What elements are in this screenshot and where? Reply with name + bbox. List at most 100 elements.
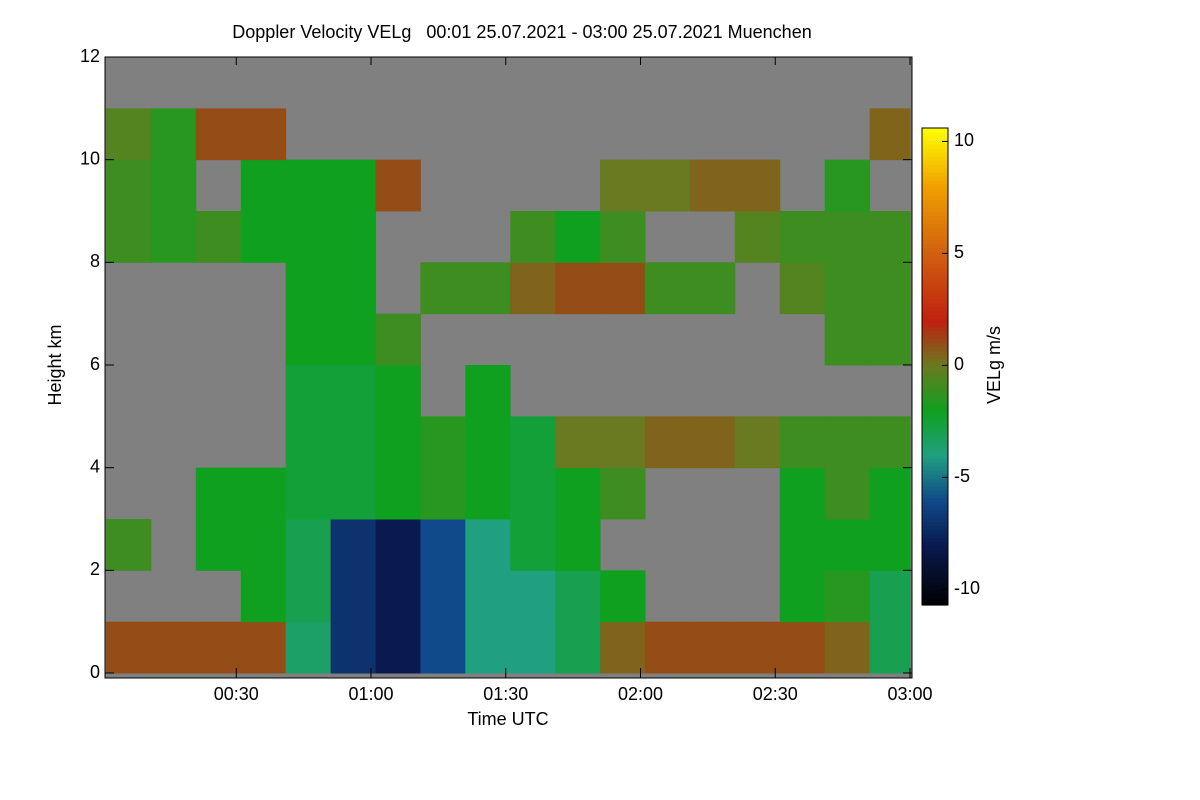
heat-cell xyxy=(824,262,871,315)
colorbar-step xyxy=(922,426,948,431)
heat-cell xyxy=(420,262,466,315)
heat-cell xyxy=(600,621,646,674)
heat-cell xyxy=(824,313,871,366)
colorbar-step xyxy=(922,287,948,292)
heat-cell xyxy=(285,313,332,366)
heat-cell xyxy=(869,519,911,571)
colorbar-step xyxy=(922,481,948,487)
heat-cell xyxy=(555,262,601,315)
colorbar-step xyxy=(922,593,948,598)
heat-cell xyxy=(285,621,332,674)
x-tick-label: 01:00 xyxy=(348,684,393,704)
colorbar-step xyxy=(922,322,948,328)
colorbar-step xyxy=(922,446,948,451)
colorbar-step xyxy=(922,521,948,527)
y-tick-label: 2 xyxy=(90,559,100,579)
heat-cell xyxy=(465,519,511,571)
colorbar-step xyxy=(922,461,948,467)
colorbar-step xyxy=(922,294,948,300)
colorbar-step xyxy=(922,203,948,209)
heat-cell xyxy=(465,262,511,315)
heat-cell xyxy=(555,621,601,674)
colorbar-step xyxy=(922,366,948,372)
heat-cell xyxy=(106,519,152,571)
colorbar-step xyxy=(922,310,948,316)
heat-cell xyxy=(779,570,826,623)
colorbar-step xyxy=(922,497,948,503)
heat-cell xyxy=(824,621,871,674)
heat-cell xyxy=(734,621,781,674)
heat-cell xyxy=(285,570,332,623)
colorbar-tick-label: 10 xyxy=(954,130,974,150)
colorbar-step xyxy=(922,334,948,340)
colorbar-step xyxy=(922,171,948,177)
colorbar-step xyxy=(922,370,948,376)
heat-cell xyxy=(869,313,911,366)
colorbar-step xyxy=(922,465,948,471)
heat-cell xyxy=(644,262,691,315)
colorbar-step xyxy=(922,155,948,161)
colorbar-step xyxy=(922,410,948,415)
colorbar-step xyxy=(922,501,948,507)
heat-cell xyxy=(644,159,691,212)
colorbar-step xyxy=(922,346,948,352)
colorbar-step xyxy=(922,354,948,360)
heat-cell xyxy=(600,211,646,263)
heat-cell xyxy=(555,570,601,623)
heat-cell xyxy=(375,519,421,571)
heat-cell xyxy=(600,416,646,469)
heat-cell xyxy=(779,467,826,520)
y-tick-label: 8 xyxy=(90,251,100,271)
heat-cell xyxy=(510,570,556,623)
colorbar-step xyxy=(922,199,948,205)
heat-cell xyxy=(285,159,332,212)
heat-cell xyxy=(555,211,601,263)
colorbar-tick-label: -5 xyxy=(954,466,970,486)
heat-cell xyxy=(195,108,242,161)
heat-cell xyxy=(555,416,601,469)
colorbar-step xyxy=(922,394,948,399)
colorbar-step xyxy=(922,179,948,185)
colorbar-step xyxy=(922,247,948,252)
colorbar-step xyxy=(922,565,948,570)
x-tick-label: 00:30 xyxy=(214,684,259,704)
colorbar-step xyxy=(922,505,948,511)
colorbar-step xyxy=(922,362,948,368)
colorbar-step xyxy=(922,243,948,248)
colorbar-step xyxy=(922,601,948,606)
colorbar-step xyxy=(922,378,948,383)
heat-cell xyxy=(150,211,197,263)
colorbar-step xyxy=(922,251,948,256)
heat-cell xyxy=(869,621,911,674)
heat-cell xyxy=(330,313,376,366)
heat-cell xyxy=(375,570,421,623)
heat-cell xyxy=(869,108,911,161)
colorbar-tick-label: 5 xyxy=(954,242,964,262)
heat-cell xyxy=(824,159,871,212)
colorbar-step xyxy=(922,589,948,594)
heat-cell xyxy=(869,570,911,623)
colorbar-step xyxy=(922,457,948,463)
colorbar-step xyxy=(922,386,948,391)
colorbar-step xyxy=(922,438,948,443)
colorbar-step xyxy=(922,290,948,296)
heat-cell xyxy=(779,416,826,469)
heat-cell xyxy=(330,262,376,315)
heat-cell xyxy=(689,159,736,212)
heat-cell xyxy=(600,262,646,315)
y-tick-label: 10 xyxy=(80,148,100,168)
heat-cell xyxy=(195,211,242,263)
colorbar-step xyxy=(922,159,948,165)
colorbar-step xyxy=(922,561,948,566)
x-tick-label: 03:00 xyxy=(887,684,932,704)
colorbar-step xyxy=(922,195,948,201)
heat-cell xyxy=(510,262,556,315)
heat-cell xyxy=(644,621,691,674)
heat-cell xyxy=(600,159,646,212)
heat-cell xyxy=(420,519,466,571)
colorbar-step xyxy=(922,259,948,264)
heat-cell xyxy=(869,416,911,469)
heat-cell xyxy=(375,365,421,417)
y-tick-label: 4 xyxy=(90,456,100,476)
heat-cell xyxy=(869,467,911,520)
